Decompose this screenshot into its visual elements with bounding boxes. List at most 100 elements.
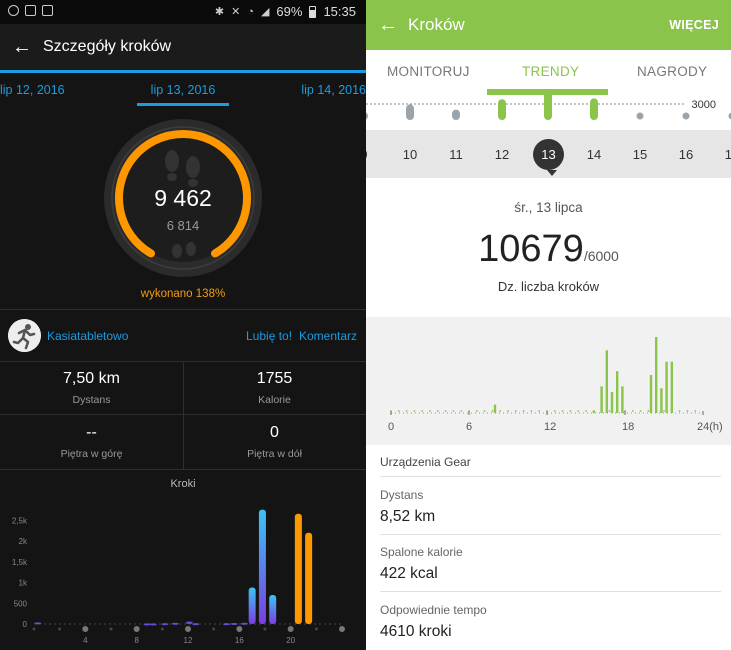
tab-awards[interactable]: NAGRODY — [637, 64, 708, 79]
baseline-dot — [499, 410, 502, 412]
selected-day-pointer — [547, 170, 557, 176]
day-bar — [366, 112, 368, 120]
x-tick-label: 12 — [184, 636, 193, 645]
samsung-health-panel: ← Kroków WIĘCEJ MONITORUJ TRENDY NAGRODY… — [366, 0, 731, 650]
date-tabs: lip 12, 2016 lip 13, 2016 lip 14, 2016 — [0, 73, 366, 107]
like-link[interactable]: Lubię to! — [246, 329, 293, 343]
date-tab-current[interactable]: lip 13, 2016 — [150, 83, 216, 97]
day-item[interactable]: 10 — [402, 147, 418, 162]
chart-bar — [600, 386, 603, 413]
daily-trend-chart[interactable]: 3000 — [366, 92, 731, 130]
divider — [183, 361, 184, 469]
baseline-dot — [514, 410, 517, 412]
baseline-dot — [452, 410, 455, 412]
comment-link[interactable]: Komentarz — [299, 329, 358, 343]
tab-monitor[interactable]: MONITORUJ — [387, 64, 470, 79]
y-tick-label: 1k — [19, 579, 28, 588]
x-hour-dot — [263, 627, 267, 631]
day-selector: 9 10 11 12 13 14 15 16 17 — [366, 130, 731, 178]
hourly-steps-chart: 2,5k 2k 1,5k 1k 500 0 4 8 12 16 20 — [12, 509, 345, 645]
back-arrow-icon[interactable]: ← — [12, 36, 32, 58]
chart-bar — [305, 532, 313, 624]
chart-bar — [592, 410, 595, 413]
metric-distance: Dystans 8,52 km — [380, 488, 435, 526]
x-tick-label: 4 — [83, 636, 88, 645]
baseline-dot — [585, 410, 587, 412]
metric-label: Odpowiednie tempo — [380, 603, 487, 617]
baseline-dot — [678, 410, 681, 412]
section-title: Urządzenia Gear — [380, 455, 471, 469]
chart-bar — [294, 513, 302, 624]
goal-label-bg — [684, 98, 731, 111]
baseline-dot — [397, 410, 400, 412]
x-hour-dot — [82, 626, 89, 632]
baseline-dot — [491, 410, 494, 412]
stat-value: -- — [86, 424, 97, 441]
y-tick-label: 500 — [14, 599, 28, 608]
day-item[interactable]: 12 — [494, 147, 510, 162]
chart-bar — [655, 337, 658, 413]
day-item[interactable]: 17 — [724, 147, 731, 162]
date-tab-indicator — [137, 103, 229, 106]
x-hour-dot — [185, 626, 191, 632]
chart-bar — [649, 375, 653, 413]
day-bar — [544, 92, 552, 120]
completion-text: wykonano 138% — [140, 288, 226, 300]
baseline-dot — [507, 410, 509, 412]
day-item[interactable]: 11 — [449, 147, 463, 162]
battery-percent: 69% — [276, 4, 303, 19]
chart-bar — [258, 509, 266, 624]
x-tick-label: 6 — [466, 421, 472, 433]
day-bar — [498, 99, 506, 120]
runner-icon — [8, 319, 41, 352]
x-tick-label: 24(h) — [697, 421, 723, 433]
baseline-dot — [694, 410, 697, 412]
more-button[interactable]: WIĘCEJ — [669, 18, 719, 32]
date-tab-next[interactable]: lip 14, 2016 — [301, 83, 366, 97]
baseline-dot — [522, 410, 525, 412]
app-notification-icon — [42, 5, 53, 16]
back-arrow-icon[interactable]: ← — [378, 14, 398, 36]
avatar[interactable] — [8, 319, 41, 352]
chart-bar — [616, 371, 619, 413]
divider — [380, 591, 721, 592]
daily-steps: 10679/6000 — [366, 228, 731, 271]
daily-steps-goal: /6000 — [583, 248, 619, 264]
y-tick-label: 0 — [23, 620, 28, 629]
metric-label: Dystans — [380, 488, 424, 502]
baseline-dot — [663, 410, 665, 412]
day-empty-dot — [682, 112, 690, 120]
hourly-steps-chart: 0 6 12 18 24(h) — [388, 337, 723, 433]
date-tab-prev[interactable]: lip 12, 2016 — [0, 83, 65, 97]
chart-bar — [610, 392, 614, 413]
baseline-dot — [686, 410, 689, 412]
day-item[interactable]: 14 — [586, 147, 602, 162]
chart-bar — [161, 623, 169, 626]
steps-progress-arc — [115, 130, 251, 258]
tab-trends[interactable]: TRENDY — [522, 64, 580, 79]
baseline-dot — [405, 410, 408, 412]
chart-bar — [34, 622, 42, 625]
day-item[interactable]: 15 — [632, 147, 648, 162]
chart-bar — [185, 621, 193, 624]
stat-floors-down: 0 Piętra w dół — [183, 424, 366, 460]
divider — [380, 534, 721, 535]
baseline-dot — [553, 410, 556, 412]
wifi-icon: ◔ — [247, 5, 254, 18]
stat-value: 7,50 km — [63, 370, 120, 387]
baseline-dot — [577, 410, 580, 412]
day-item[interactable]: 9 — [366, 147, 379, 162]
chart-bar — [171, 622, 179, 625]
baseline-dot — [639, 410, 642, 412]
day-selected[interactable]: 13 — [541, 147, 556, 162]
accent-divider — [0, 70, 366, 73]
baseline-dot — [429, 410, 431, 412]
day-item[interactable]: 16 — [678, 147, 694, 162]
goal-label: 3000 — [692, 99, 716, 111]
tab-bar: MONITORUJ TRENDY NAGRODY — [366, 50, 731, 92]
garmin-panel: ✱ ✕ ◔ ◢ 69% 15:35 ← Szczegóły kroków lip… — [0, 0, 366, 650]
app-bar: ← Kroków WIĘCEJ — [366, 0, 731, 50]
user-name-link[interactable]: Kasiatabletowo — [47, 329, 129, 343]
baseline-dot — [460, 410, 463, 412]
tab-indicator — [487, 89, 608, 92]
